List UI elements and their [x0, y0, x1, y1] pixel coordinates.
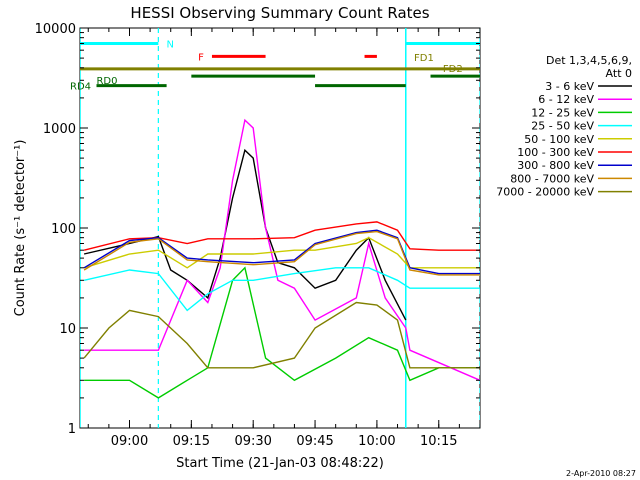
y-tick-label: 100	[51, 222, 76, 237]
series-line-3	[83, 267, 480, 312]
x-axis-label: Start Time (21-Jan-03 08:48:22)	[176, 456, 384, 471]
x-tick-label: 09:00	[111, 434, 148, 449]
legend-label-4: 50 - 100 keV	[524, 133, 594, 146]
x-tick-label: 09:30	[234, 434, 271, 449]
x-tick-label: 09:45	[296, 434, 333, 449]
legend-label-7: 800 - 7000 keV	[510, 172, 594, 185]
series-line-0	[83, 148, 407, 321]
chart-title: HESSI Observing Summary Count Rates	[130, 4, 429, 22]
flag-label-n: N	[166, 39, 173, 50]
series-line-8	[83, 301, 480, 369]
plot-area: N F FD1 FD2 RD0 RD4	[70, 27, 481, 429]
series-line-4	[83, 236, 480, 269]
legend-label-2: 12 - 25 keV	[531, 106, 594, 119]
legend-label-8: 7000 - 20000 keV	[496, 186, 594, 199]
x-tick-label: 10:15	[420, 434, 457, 449]
series-line-2	[84, 266, 480, 399]
x-tick-label: 10:00	[358, 434, 395, 449]
y-axis-label: Count Rate (s⁻¹ detector⁻¹)	[13, 140, 28, 317]
flag-label-fd2: FD2	[443, 64, 463, 75]
series-line-7	[83, 230, 480, 276]
y-tick-label: 10000	[35, 22, 76, 37]
footer-date: 2-Apr-2010 08:27	[566, 469, 636, 478]
y-tick-label: 1	[68, 422, 76, 437]
legend-label-1: 6 - 12 keV	[538, 93, 594, 106]
y-tick-label: 1000	[43, 122, 76, 137]
legend-header: Det 1,3,4,5,6,9,	[546, 54, 632, 67]
legend-label-6: 300 - 800 keV	[517, 159, 594, 172]
series-line-1	[84, 118, 480, 381]
x-tick-label: 09:15	[173, 434, 210, 449]
flag-label-rd0: RD0	[96, 76, 117, 87]
series-line-5	[83, 221, 480, 251]
y-tick-label: 10	[59, 322, 76, 337]
series-line-6	[83, 229, 480, 275]
legend-label-0: 3 - 6 keV	[545, 80, 594, 93]
legend-label-3: 25 - 50 keV	[531, 120, 594, 133]
flag-label-f: F	[198, 52, 204, 63]
flag-label-fd1: FD1	[414, 53, 434, 64]
flag-label-rd4: RD4	[70, 82, 91, 93]
legend-header: Att 0	[606, 67, 632, 80]
legend-label-5: 100 - 300 keV	[517, 146, 594, 159]
